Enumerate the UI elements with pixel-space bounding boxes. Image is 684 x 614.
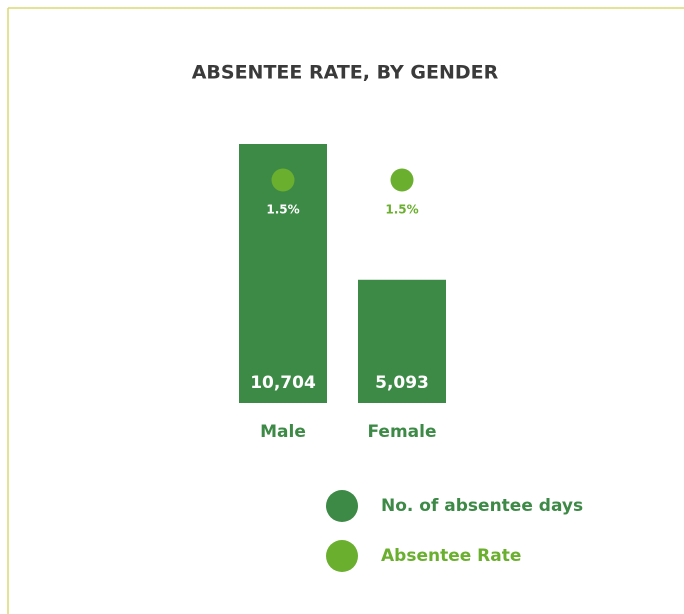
rate-label: 1.5%	[385, 203, 418, 217]
chart-title: ABSENTEE RATE, BY GENDER	[192, 62, 499, 84]
x-tick-label: Male	[260, 422, 306, 442]
x-tick-label: Female	[368, 422, 437, 442]
legend-label: Absentee Rate	[381, 546, 521, 566]
legend-swatch	[326, 540, 358, 572]
legend-swatch	[326, 490, 358, 522]
rate-dot	[390, 168, 414, 192]
rate-label: 1.5%	[266, 203, 299, 217]
bar-value-label: 5,093	[375, 373, 429, 393]
rate-dot	[271, 168, 295, 192]
legend-label: No. of absentee days	[381, 496, 583, 516]
bar-value-label: 10,704	[250, 373, 316, 393]
bar	[358, 279, 446, 403]
